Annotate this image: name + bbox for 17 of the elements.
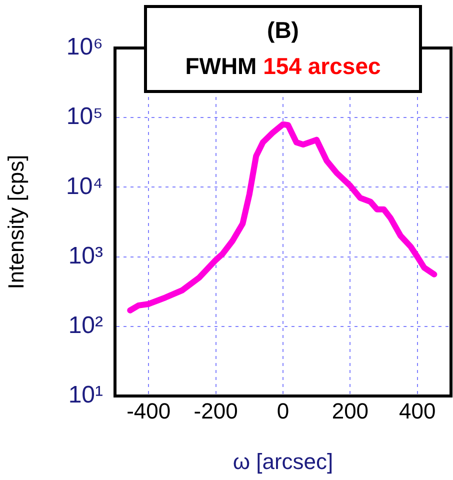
- label-box: (B) FWHM 154 arcsec: [144, 5, 422, 93]
- y-tick-label: 10²: [68, 312, 104, 340]
- y-tick-label: 10¹: [68, 382, 104, 409]
- x-axis-title: ω [arcsec]: [232, 448, 334, 474]
- x-tick-label: -200: [194, 398, 238, 424]
- y-axis-title: Intensity [cps]: [3, 154, 28, 290]
- annotation: 154 arcsec: [262, 53, 381, 79]
- y-tick-label: 10⁶: [66, 34, 103, 61]
- y-tick-label: 10⁴: [66, 172, 103, 200]
- y-tick-label: 10³: [68, 242, 104, 270]
- annotation: FWHM: [185, 53, 257, 79]
- x-tick-label: 400: [399, 398, 436, 424]
- y-tick-label: 10⁵: [66, 103, 103, 130]
- x-tick-label: -400: [126, 398, 171, 424]
- chart-title: (B): [266, 16, 300, 45]
- x-tick-label: 0: [276, 398, 290, 424]
- x-tick-label: 200: [332, 398, 369, 424]
